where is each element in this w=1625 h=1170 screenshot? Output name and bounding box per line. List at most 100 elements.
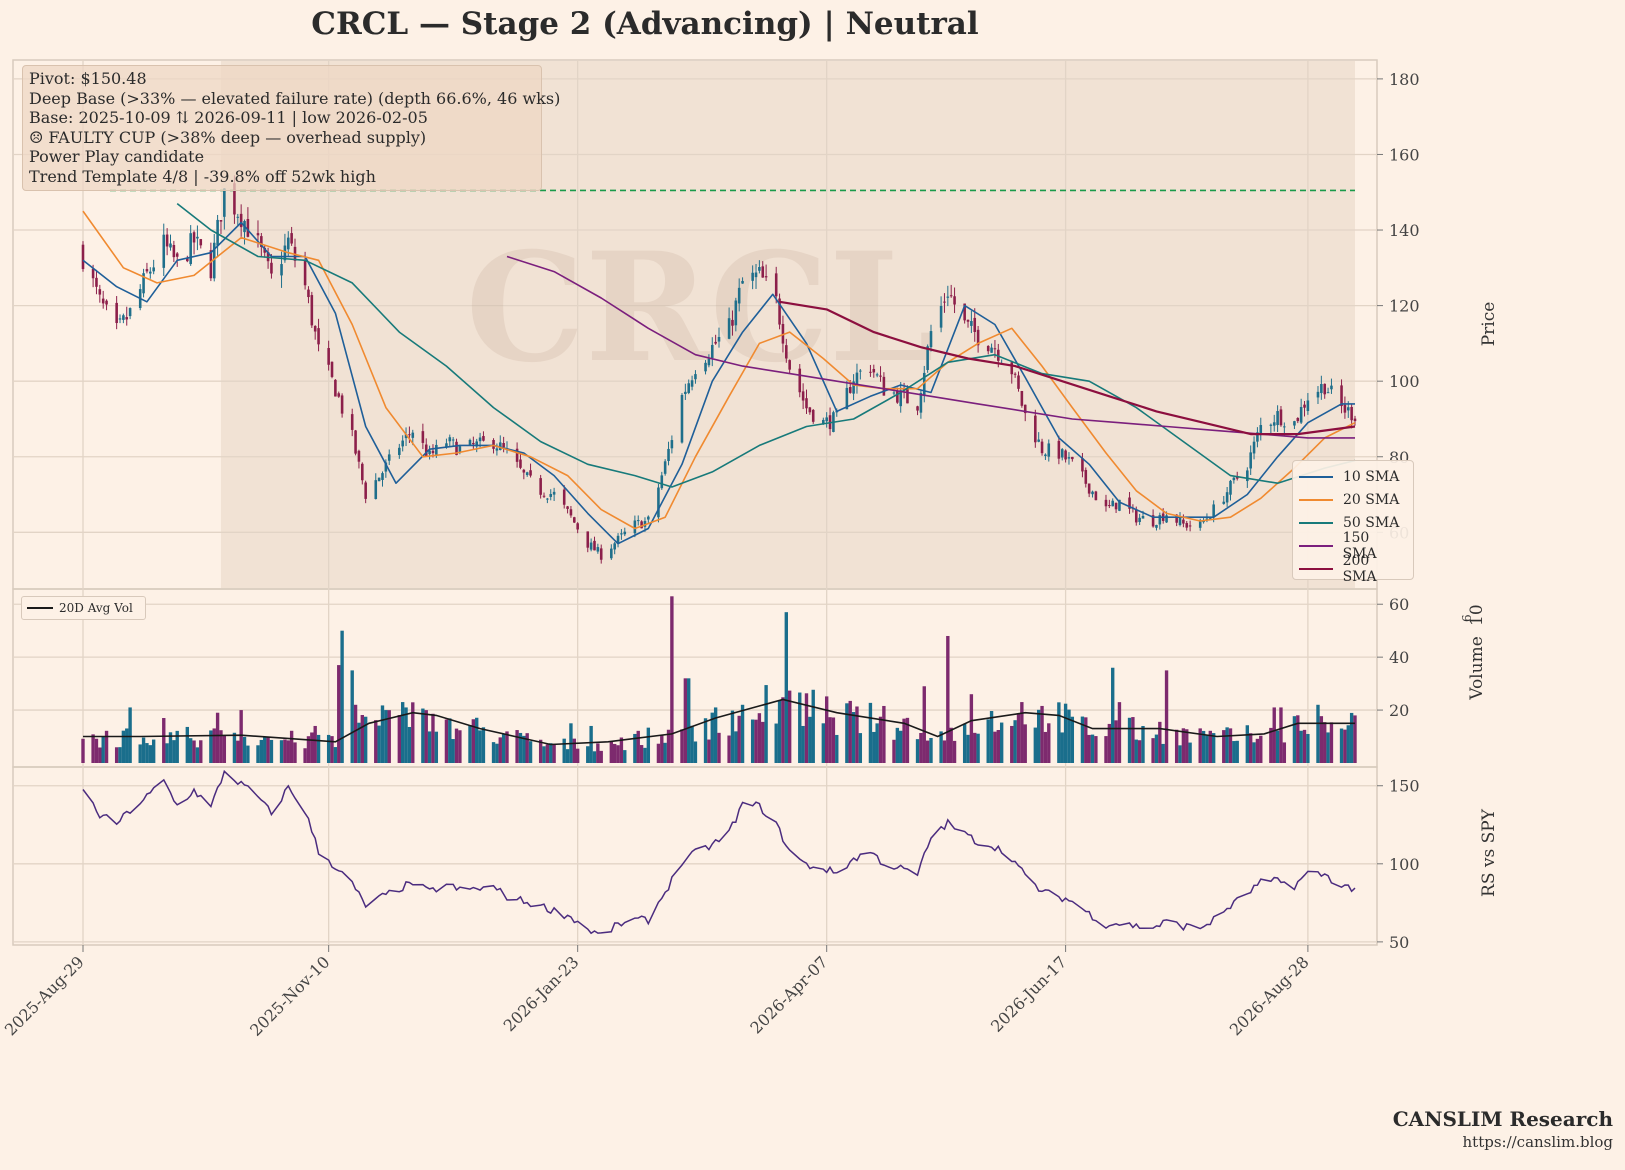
candle-down <box>943 293 946 313</box>
candle-body <box>680 395 684 443</box>
price-tick-label: 180 <box>1389 70 1420 89</box>
volume-bar <box>330 736 334 763</box>
candle-body <box>542 495 546 497</box>
candle-down <box>357 449 361 469</box>
chart-title: CRCL — Stage 2 (Advancing) | Neutral <box>311 6 979 42</box>
candle-down <box>599 544 603 564</box>
candle-body <box>667 448 670 461</box>
volume-bar <box>899 730 903 763</box>
volume-bar <box>734 731 738 763</box>
volume-bar <box>1339 728 1344 763</box>
volume-bar <box>192 740 196 763</box>
candle-body <box>492 439 495 449</box>
volume-bar <box>565 749 570 763</box>
candle-body <box>209 250 213 279</box>
volume-bar <box>1275 730 1280 763</box>
candle-body <box>1320 384 1323 394</box>
volume-bar <box>895 727 900 763</box>
candle-body <box>172 245 176 258</box>
volume-bar <box>259 739 264 763</box>
price-tick-label: 160 <box>1389 145 1420 164</box>
candle-up <box>169 234 172 251</box>
candle-body <box>445 443 448 447</box>
candle-down <box>1323 383 1327 399</box>
volume-bar <box>1245 725 1250 763</box>
candle-down <box>593 536 596 551</box>
candle-body <box>845 387 849 410</box>
candle-body <box>633 520 637 534</box>
candle-body <box>970 321 973 326</box>
rs-tick-label: 50 <box>1389 933 1409 952</box>
candle-up <box>687 379 691 395</box>
candle-body <box>1246 470 1249 482</box>
candle-body <box>1023 404 1027 414</box>
candle-up <box>741 277 744 284</box>
candle-up <box>428 445 431 460</box>
candle-body <box>1165 515 1168 523</box>
volume-bar <box>798 692 802 763</box>
candle-body <box>761 266 765 278</box>
candle-body <box>1198 520 1202 528</box>
candle-body <box>1134 509 1138 523</box>
volume-bar <box>525 733 529 763</box>
candle-up <box>610 544 613 560</box>
candle-up <box>1225 487 1229 507</box>
volume-bar <box>219 730 223 763</box>
volume-bar <box>1343 729 1347 763</box>
candle-down <box>640 520 643 529</box>
volume-bar <box>1211 733 1216 763</box>
legend-item-20-sma: 20 SMA <box>1299 488 1407 511</box>
volume-bar <box>549 743 553 763</box>
candle-body <box>95 277 98 287</box>
volume-bar <box>868 702 873 763</box>
candle-up <box>525 471 529 477</box>
volume-tick-label: 40 <box>1389 648 1409 667</box>
volume-bar <box>1080 716 1085 763</box>
candle-body <box>636 520 640 522</box>
candle-down <box>798 364 802 398</box>
candle-down <box>966 319 970 328</box>
candle-down <box>364 480 367 504</box>
candle-body <box>115 302 118 324</box>
volume-bar <box>1174 729 1179 763</box>
volume-bar <box>279 740 284 763</box>
candle-up <box>1037 432 1040 443</box>
candle-up <box>1060 448 1064 461</box>
volume-bar <box>643 747 647 763</box>
volume-bar <box>1060 732 1064 763</box>
volume-bar <box>1154 734 1159 763</box>
volume-bar <box>427 731 432 763</box>
candle-body <box>704 362 707 372</box>
volume-bar <box>289 730 294 763</box>
candle-body <box>549 494 553 497</box>
candle-body <box>623 531 627 535</box>
candle-down <box>219 220 223 235</box>
candle-body <box>1047 443 1051 457</box>
candle-body <box>586 531 590 548</box>
volume-bar <box>522 735 526 763</box>
candle-body <box>428 450 431 455</box>
candle-body <box>1249 452 1252 469</box>
candle-down <box>916 405 919 416</box>
volume-bar <box>353 704 358 763</box>
volume-bar <box>1282 742 1287 763</box>
volume-bar <box>306 736 311 763</box>
candle-body <box>186 257 189 262</box>
volume-bar <box>1228 728 1233 763</box>
candle-body <box>1256 432 1259 442</box>
volume-bar <box>1161 743 1165 763</box>
volume-bar <box>616 745 620 763</box>
volume-bar <box>633 733 637 763</box>
volume-bar <box>114 747 119 763</box>
candle-body <box>1084 469 1088 484</box>
candle-body <box>377 477 381 482</box>
candle-body <box>764 276 768 278</box>
volume-bar <box>1094 736 1098 763</box>
candle-up <box>616 533 620 548</box>
volume-bar <box>188 738 193 763</box>
candle-up <box>1256 427 1259 448</box>
candle-body <box>919 392 923 413</box>
volume-legend: 20D Avg Vol <box>21 596 146 620</box>
volume-bar <box>969 694 974 763</box>
volume-bar <box>1235 740 1239 763</box>
